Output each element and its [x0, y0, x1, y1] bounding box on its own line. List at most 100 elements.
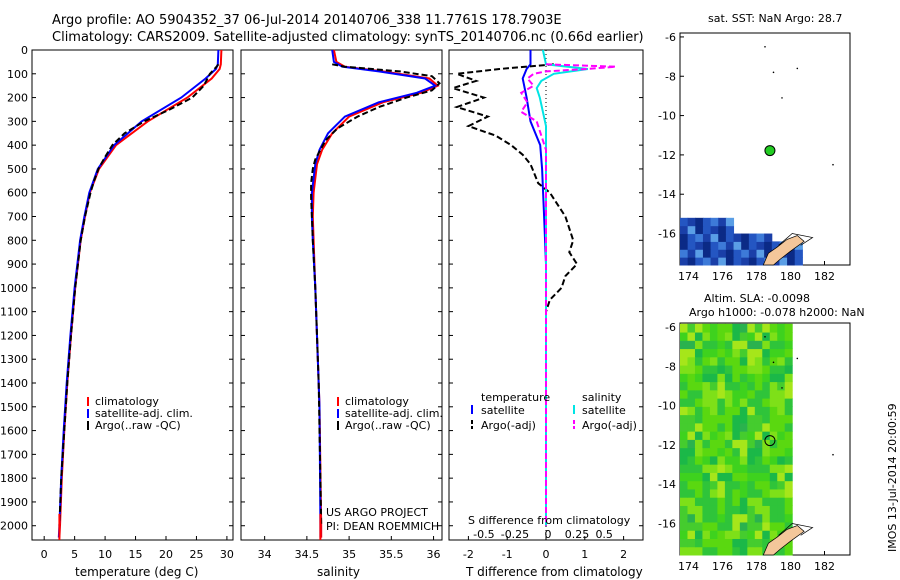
- sla-cell: [709, 414, 718, 424]
- sla-cell: [784, 497, 793, 506]
- sst-cell: [733, 241, 742, 250]
- sla-cell: [747, 464, 756, 473]
- sla-cell: [694, 447, 703, 457]
- sla-cell: [747, 447, 756, 457]
- sla-map-y-tick-label: -8: [665, 360, 676, 373]
- sst-map-island: [832, 163, 834, 166]
- salinity-x-tick-label: 35: [342, 548, 356, 561]
- depth-tick-label: 1800: [0, 472, 28, 485]
- sla-cell: [732, 505, 741, 515]
- sst-map-land: [762, 235, 805, 266]
- sla-cell: [769, 398, 778, 407]
- sst-map-x-tick-label: 174: [678, 270, 699, 283]
- sla-cell: [784, 323, 793, 333]
- sst-cell: [680, 225, 689, 235]
- sla-cell: [784, 406, 793, 416]
- sla-cell: [702, 538, 711, 548]
- sla-cell: [687, 455, 696, 465]
- sla-cell: [724, 431, 733, 440]
- sla-cell: [709, 406, 718, 416]
- sla-cell: [680, 505, 688, 515]
- salinity-x-tick-label: 36: [427, 548, 441, 561]
- sla-cell: [777, 439, 786, 449]
- depth-tick-label: 200: [7, 92, 28, 105]
- temperature-satellite-line: [57, 49, 220, 538]
- sla-cell: [709, 348, 718, 358]
- sla-cell: [717, 381, 726, 391]
- sla-cell: [717, 505, 726, 515]
- sla-cell: [747, 422, 756, 432]
- sla-cell: [777, 505, 786, 515]
- sla-cell: [717, 546, 726, 556]
- sst-cell: [741, 249, 750, 258]
- sla-cell: [754, 538, 763, 548]
- sla-cell: [724, 538, 733, 548]
- sla-cell: [702, 389, 711, 399]
- sla-cell: [687, 488, 696, 498]
- difference-s-tick-label: 0.25: [565, 528, 590, 541]
- sla-map-island: [772, 361, 775, 364]
- sla-cell: [762, 455, 771, 465]
- difference-s-tick-label: -0.25: [501, 528, 529, 541]
- depth-tick-label: 600: [7, 187, 28, 200]
- sla-cell: [717, 414, 726, 424]
- sla-cell: [754, 497, 763, 506]
- sst-cell: [695, 217, 704, 227]
- depth-tick-label: 2000: [0, 520, 28, 533]
- sla-cell: [754, 488, 763, 498]
- sst-cell: [702, 257, 712, 266]
- sst-map-island: [796, 67, 799, 70]
- sla-cell: [709, 513, 718, 523]
- sla-cell: [694, 398, 703, 407]
- sst-map-x-tick-label: 178: [746, 270, 767, 283]
- sla-cell: [717, 365, 726, 374]
- sla-cell: [717, 422, 726, 432]
- sla-cell: [687, 439, 696, 449]
- sst-cell: [748, 241, 757, 250]
- sla-cell: [762, 488, 771, 498]
- sla-cell: [769, 521, 778, 531]
- depth-tick-label: 1400: [0, 377, 28, 390]
- sla-cell: [687, 323, 696, 333]
- sla-map-land: [762, 525, 805, 556]
- sla-cell: [777, 348, 786, 358]
- sla-cell: [762, 356, 771, 366]
- sla-cell: [747, 521, 756, 531]
- sst-cell: [680, 233, 689, 242]
- sla-cell: [784, 414, 793, 424]
- sla-cell: [754, 513, 763, 523]
- sla-cell: [784, 439, 793, 449]
- sla-cell: [687, 348, 696, 358]
- sla-cell: [709, 530, 718, 539]
- sla-map-y-tick-label: -10: [658, 400, 676, 413]
- sla-cell: [777, 464, 786, 473]
- sst-cell: [771, 241, 780, 250]
- sla-cell: [717, 398, 726, 407]
- sla-cell: [784, 472, 793, 482]
- sst-map-y-tick-label: -16: [658, 228, 676, 241]
- temperature-x-tick-label: 0: [41, 548, 48, 561]
- sst-cell: [741, 257, 750, 266]
- sla-cell: [762, 373, 771, 383]
- sla-cell: [739, 480, 748, 490]
- sla-cell: [687, 373, 696, 383]
- depth-tick-label: 1600: [0, 425, 28, 438]
- sla-cell: [747, 356, 756, 366]
- sla-cell: [717, 530, 726, 539]
- sla-cell: [739, 497, 748, 506]
- sla-cell: [694, 389, 703, 399]
- sst-map-island: [772, 71, 775, 74]
- sla-cell: [777, 488, 786, 498]
- sla-cell: [702, 530, 711, 539]
- sla-cell: [762, 381, 771, 391]
- sst-cell: [725, 217, 735, 227]
- sla-cell: [717, 406, 726, 416]
- sla-cell: [687, 431, 696, 440]
- sla-cell: [769, 431, 778, 440]
- sla-cell: [687, 414, 696, 424]
- sla-cell: [702, 546, 711, 556]
- sla-cell: [739, 323, 748, 333]
- sla-cell: [724, 389, 733, 399]
- sst-cell: [756, 257, 765, 266]
- sst-cell: [687, 257, 696, 266]
